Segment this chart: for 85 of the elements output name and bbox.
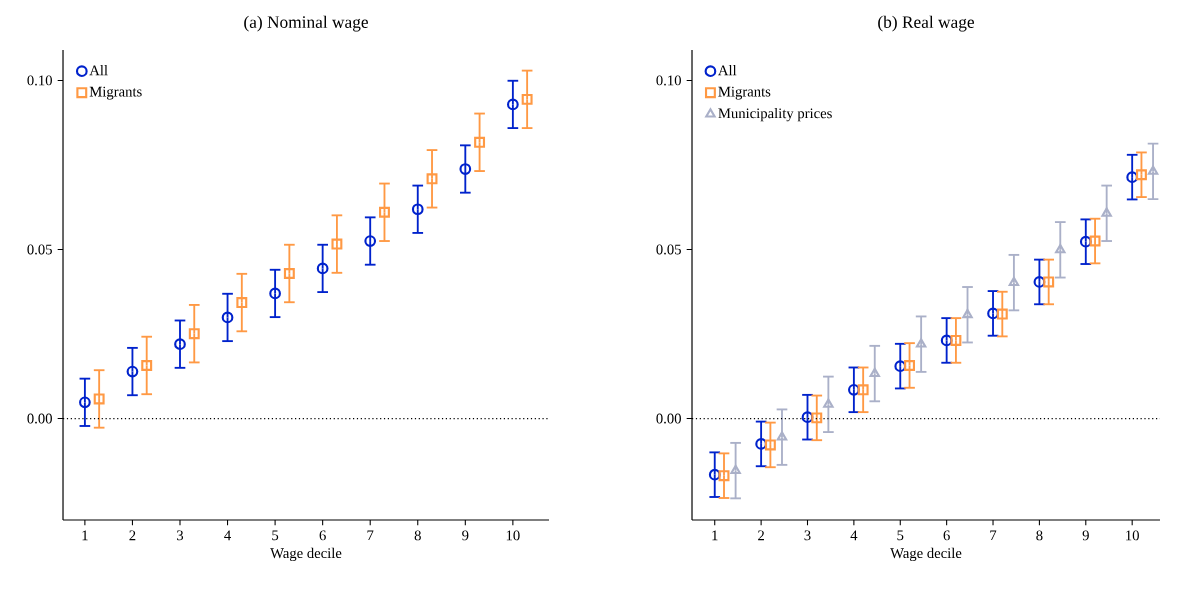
point (730, 464, 741, 475)
point (1101, 207, 1112, 217)
point (174, 338, 186, 351)
legend-label: All (89, 65, 108, 76)
point (987, 307, 999, 320)
y-tick-label: 0.10 (656, 75, 681, 86)
point (1147, 165, 1159, 175)
x-tick-label: 5 (272, 530, 279, 541)
point (269, 287, 281, 300)
point (1055, 243, 1066, 254)
x-tick-label: 7 (367, 530, 374, 541)
point (857, 384, 869, 396)
point (848, 383, 860, 396)
point (755, 438, 767, 450)
legend-label: Migrants (89, 86, 142, 100)
point (331, 238, 343, 250)
chart-title: (b) Real wage (878, 15, 975, 32)
y-tick-label: 0.10 (27, 75, 52, 86)
x-tick-label: 6 (943, 530, 950, 541)
x-tick-label: 3 (804, 530, 811, 541)
point (506, 98, 519, 111)
y-tick-label: 0.05 (27, 244, 52, 255)
point (1079, 235, 1092, 248)
point (776, 431, 788, 441)
x-tick-label: 8 (414, 530, 421, 541)
x-tick-label: 4 (224, 530, 231, 541)
legend-label: All (718, 65, 737, 76)
point (316, 262, 329, 275)
y-tick-label: 0.05 (656, 244, 681, 255)
point (718, 470, 730, 482)
point (236, 297, 248, 309)
x-tick-label: 10 (1126, 530, 1139, 541)
x-tick-label: 10 (506, 530, 520, 541)
point (1126, 171, 1139, 183)
point (915, 338, 927, 348)
point (708, 468, 721, 481)
point (811, 412, 823, 424)
x-tick-label: 9 (1082, 530, 1089, 541)
x-tick-label: 8 (1036, 530, 1043, 541)
point (126, 365, 139, 378)
point (283, 268, 295, 279)
x-tick-label: 3 (177, 530, 184, 541)
legend-label: Municipality prices (718, 107, 832, 122)
x-tick-label: 2 (129, 530, 136, 541)
point (950, 334, 962, 346)
point (764, 439, 776, 451)
point (940, 334, 953, 347)
point (364, 235, 377, 247)
point (79, 396, 91, 409)
point (823, 398, 834, 408)
point (904, 359, 916, 371)
x-tick-label: 2 (758, 530, 764, 541)
x-tick-label: 5 (897, 530, 904, 541)
point (93, 393, 105, 405)
point (379, 206, 390, 218)
point (1043, 276, 1055, 288)
chart-title: (a) Nominal wage (244, 15, 368, 32)
point (1033, 276, 1046, 288)
legend-label: Migrants (718, 86, 771, 100)
x-tick-label: 1 (82, 530, 88, 541)
point (141, 359, 153, 371)
x-tick-label: 7 (990, 530, 997, 541)
point (426, 173, 438, 185)
x-tick-label: 9 (462, 530, 469, 541)
x-tick-label: 4 (850, 530, 858, 541)
point (474, 136, 486, 148)
point (869, 367, 880, 378)
point (1135, 169, 1147, 181)
point (801, 411, 814, 424)
point (996, 308, 1008, 320)
point (521, 93, 533, 105)
x-axis-title: Wage decile (270, 547, 342, 562)
x-axis-title: Wage decile (890, 547, 962, 562)
point (1089, 235, 1101, 247)
x-tick-label: 6 (319, 530, 326, 541)
point (894, 360, 907, 372)
y-tick-label: 0.00 (27, 413, 52, 424)
x-tick-label: 1 (712, 530, 718, 541)
point (1008, 276, 1020, 287)
point (411, 203, 424, 216)
point (962, 308, 973, 319)
point (221, 311, 234, 324)
y-tick-label: 0.00 (656, 413, 681, 424)
point (459, 163, 472, 175)
point (188, 328, 200, 340)
